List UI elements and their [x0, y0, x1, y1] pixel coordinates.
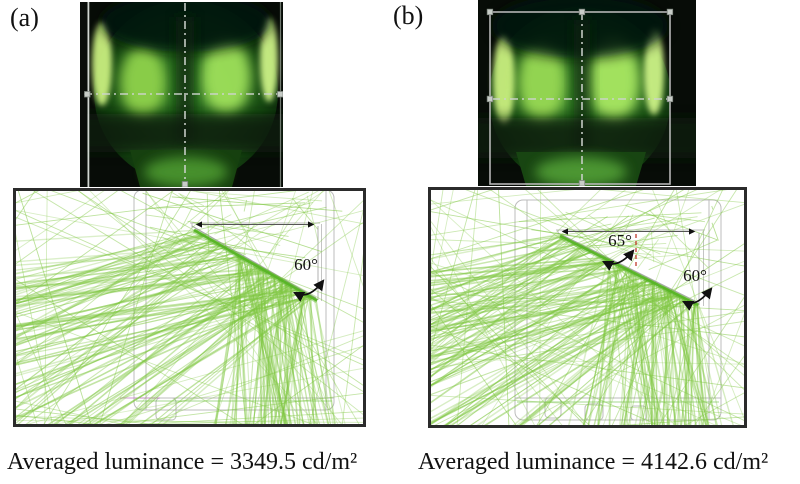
selection-handle: [666, 8, 674, 16]
selection-handle: [181, 181, 189, 187]
ray-diagram-b: 65° 60°: [428, 187, 747, 428]
selection-handle: [578, 180, 586, 186]
ray-diagram-a: 60°: [13, 188, 366, 427]
selection-handle: [578, 8, 586, 16]
caption-a: Averaged luminance = 3349.5 cd/m²: [7, 449, 358, 475]
angle-arrow: [602, 249, 635, 271]
selection-handle: [277, 91, 283, 98]
panel-a-label: (a): [10, 3, 39, 32]
panel-b-label: (b): [393, 1, 424, 30]
ray-scatter: [16, 191, 363, 424]
angle-annotation-60a: 60°: [293, 255, 325, 302]
ray-bundles: [16, 229, 346, 424]
ray-bundles: [431, 233, 734, 425]
measurement-frame: [84, 2, 283, 187]
selection-handle: [486, 95, 494, 103]
bulb-glow: [478, 0, 696, 186]
ray-scatter: [431, 190, 744, 425]
selection-handle: [486, 8, 494, 16]
measurement-frame: [486, 8, 674, 186]
selection-handle: [666, 95, 674, 103]
angle-label: 60°: [294, 255, 318, 274]
angle-arrow: [293, 279, 325, 302]
angle-annotation-65b: 65°: [602, 231, 635, 271]
angle-arrow: [682, 287, 713, 311]
angle-label: 60°: [683, 266, 707, 285]
luminance-photo-a: [80, 2, 283, 187]
angle-label: 65°: [608, 231, 632, 250]
luminance-photo-b: [478, 0, 696, 186]
caption-b: Averaged luminance = 4142.6 cd/m²: [418, 449, 769, 475]
bulb-glow: [80, 2, 283, 187]
selection-handle: [84, 91, 91, 98]
angle-annotation-60b: 60°: [682, 266, 713, 311]
